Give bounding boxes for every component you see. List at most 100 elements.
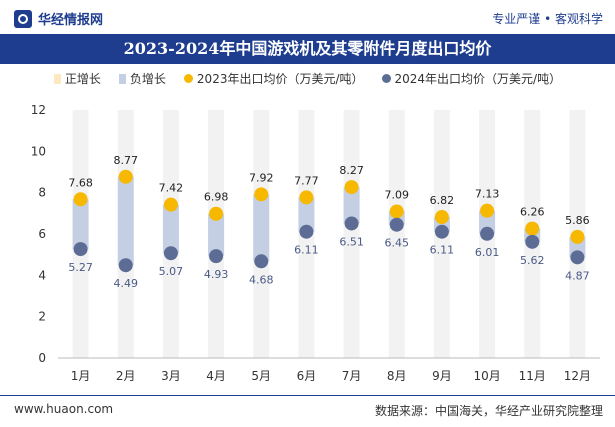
column-band: [388, 110, 405, 358]
data-label-2024: 6.01: [475, 246, 500, 259]
brand-logo-icon: [14, 9, 32, 28]
data-label-2024: 4.49: [114, 277, 139, 290]
x-tick-label: 7月: [342, 369, 362, 383]
data-label-2023: 6.82: [430, 194, 455, 207]
y-tick-label: 8: [38, 186, 46, 200]
x-tick-label: 10月: [473, 369, 500, 383]
brand: 华经情报网: [14, 9, 103, 28]
y-tick-label: 0: [38, 351, 46, 365]
legend-positive-swatch: [53, 73, 61, 84]
top-bar: 华经情报网 专业严谨 • 客观科学: [0, 0, 615, 34]
y-tick-label: 6: [38, 227, 46, 241]
data-label-2023: 5.86: [565, 214, 590, 227]
point-2024: [118, 258, 133, 273]
data-label-2023: 7.09: [385, 188, 410, 201]
point-2023: [209, 206, 224, 221]
data-label-2023: 7.68: [68, 176, 93, 189]
range-bar: [72, 199, 89, 250]
y-tick-label: 2: [38, 310, 46, 324]
legend-2023-dot: [183, 74, 193, 83]
data-label-2023: 7.77: [294, 174, 319, 187]
point-2023: [73, 192, 88, 207]
point-2024: [209, 249, 224, 264]
footer-website: www.huaon.com: [14, 402, 114, 416]
point-2023: [299, 190, 314, 205]
data-label-2024: 6.45: [385, 237, 410, 250]
point-2023: [254, 187, 269, 202]
data-label-2023: 7.92: [249, 171, 274, 184]
point-2024: [73, 242, 88, 257]
legend-positive-label: 正增长: [64, 72, 101, 86]
range-bar: [253, 194, 270, 262]
range-bar: [208, 213, 225, 257]
point-2023: [525, 221, 540, 236]
point-2024: [344, 216, 359, 231]
legend-2023: 2023年出口均价（万美元/吨）: [183, 70, 364, 87]
data-label-2024: 5.07: [159, 265, 184, 278]
range-bar: [298, 197, 315, 232]
legend-2024: 2024年出口均价（万美元/吨）: [381, 70, 562, 87]
x-tick-label: 11月: [519, 369, 546, 383]
point-2023: [434, 210, 449, 225]
legend-positive: 正增长: [53, 70, 101, 87]
legend-negative: 负增长: [118, 70, 166, 87]
data-label-2023: 6.26: [520, 206, 545, 219]
brand-name: 华经情报网: [38, 13, 104, 28]
data-label-2023: 8.77: [114, 154, 139, 167]
legend: 正增长 负增长 2023年出口均价（万美元/吨） 2024年出口均价（万美元/吨…: [0, 70, 615, 87]
point-2024: [525, 234, 540, 249]
column-band: [343, 110, 360, 358]
legend-2024-label: 2024年出口均价（万美元/吨）: [394, 72, 562, 86]
legend-negative-label: 负增长: [129, 72, 166, 86]
y-tick-label: 12: [31, 103, 46, 117]
legend-2024-dot: [381, 74, 391, 83]
point-2024: [434, 224, 449, 239]
data-label-2023: 6.98: [204, 191, 229, 204]
footer-source: 数据来源：中国海关，华经产业研究院整理: [374, 404, 603, 418]
x-tick-label: 4月: [206, 369, 226, 383]
legend-2023-label: 2023年出口均价（万美元/吨）: [196, 72, 364, 86]
point-2024: [570, 250, 585, 265]
brand-tagline: 专业严谨 • 客观科学: [492, 12, 603, 26]
point-2024: [163, 246, 178, 261]
x-tick-label: 6月: [297, 369, 317, 383]
data-label-2023: 7.13: [475, 188, 500, 201]
data-label-2024: 6.11: [294, 244, 319, 257]
legend-negative-swatch: [118, 73, 126, 84]
x-tick-label: 5月: [251, 369, 271, 383]
point-2023: [344, 180, 359, 195]
point-2023: [570, 229, 585, 244]
data-label-2024: 5.27: [68, 261, 93, 274]
data-label-2023: 7.42: [159, 182, 184, 195]
x-tick-label: 3月: [161, 369, 181, 383]
x-tick-label: 12月: [564, 369, 591, 383]
data-label-2023: 8.27: [339, 164, 364, 177]
data-label-2024: 6.11: [430, 244, 455, 257]
point-2023: [389, 204, 404, 219]
point-2023: [118, 169, 133, 184]
data-label-2024: 5.62: [520, 254, 545, 267]
point-2024: [389, 217, 404, 232]
x-tick-label: 2月: [116, 369, 136, 383]
range-bar: [117, 176, 134, 266]
data-label-2024: 4.68: [249, 273, 274, 286]
data-label-2024: 6.51: [339, 235, 364, 248]
data-label-2024: 4.87: [565, 269, 590, 282]
point-2024: [299, 224, 314, 239]
y-tick-label: 4: [38, 268, 46, 282]
x-tick-label: 9月: [432, 369, 452, 383]
x-tick-label: 1月: [71, 369, 91, 383]
y-tick-label: 10: [31, 144, 46, 158]
point-2023: [480, 203, 495, 218]
range-bar: [479, 210, 496, 234]
x-tick-label: 8月: [387, 369, 407, 383]
chart-title: 2023-2024年中国游戏机及其零附件月度出口均价: [0, 34, 615, 64]
point-2023: [163, 197, 178, 212]
range-bar: [343, 187, 360, 224]
point-2024: [254, 254, 269, 269]
point-2024: [480, 226, 495, 241]
footer-divider: [0, 395, 615, 396]
range-bar: [162, 204, 179, 254]
